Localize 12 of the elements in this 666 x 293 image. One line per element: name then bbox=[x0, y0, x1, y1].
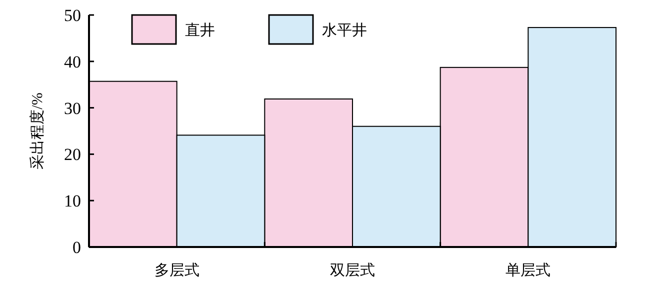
y-axis-title: 采出程度/% bbox=[29, 92, 46, 170]
x-tick-label: 多层式 bbox=[154, 262, 200, 279]
y-tick-label: 20 bbox=[64, 145, 81, 164]
legend-label: 水平井 bbox=[322, 22, 367, 39]
y-tick-label: 50 bbox=[64, 6, 81, 25]
y-tick-label: 40 bbox=[64, 52, 81, 72]
y-tick-label: 0 bbox=[72, 238, 81, 257]
y-tick-label: 10 bbox=[64, 192, 81, 211]
legend-label: 直井 bbox=[185, 22, 215, 39]
y-tick-label: 30 bbox=[64, 98, 81, 118]
x-tick-label: 单层式 bbox=[506, 262, 551, 279]
x-tick-label: 双层式 bbox=[330, 262, 375, 279]
